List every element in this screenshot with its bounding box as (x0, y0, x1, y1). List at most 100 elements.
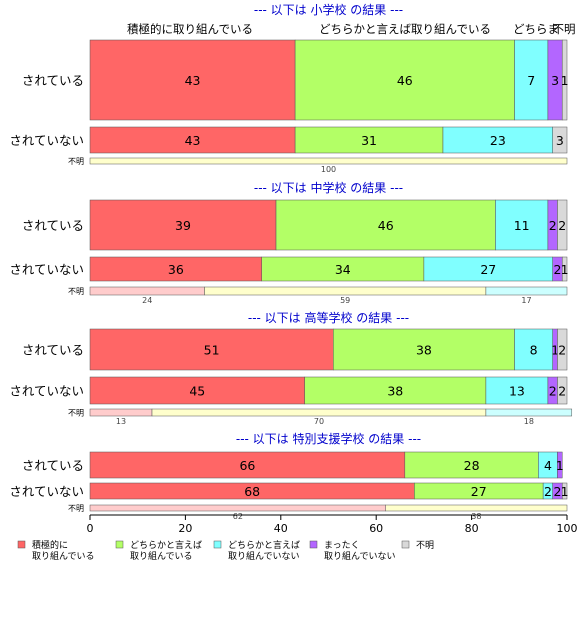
legend-label-3: まったく (324, 540, 360, 551)
bar-segment (495, 199, 549, 251)
bar-segment (294, 39, 515, 121)
bar-segment (557, 328, 568, 371)
panel-title-2: --- 以下は 高等学校 の結果 --- (248, 310, 409, 325)
data-label: 7 (527, 73, 535, 88)
x-tick-label: 20 (178, 522, 192, 535)
data-label: 46 (378, 218, 394, 233)
bar-segment (89, 256, 262, 282)
data-label: 17 (521, 296, 531, 305)
row-label: されている (22, 343, 84, 358)
data-label: 13 (116, 417, 126, 426)
data-label: 2 (549, 384, 557, 399)
legend-label-0: 積極的に (32, 539, 68, 551)
bar-segment (89, 157, 568, 165)
bar-segment (485, 286, 568, 296)
row-label: されている (22, 218, 84, 233)
legend-label-0: 取り組んでいる (32, 550, 95, 562)
data-label: 27 (480, 262, 496, 277)
bar-segment (261, 256, 425, 282)
data-label: 1 (561, 73, 569, 88)
bar-segment (89, 286, 205, 296)
data-label: 62 (233, 512, 243, 521)
data-label: 100 (321, 165, 336, 174)
bar-segment (385, 504, 568, 512)
data-label: 36 (168, 262, 184, 277)
row-label: されていない (9, 262, 84, 277)
bar-segment (404, 451, 539, 479)
data-label: 2 (558, 384, 566, 399)
data-label: 68 (244, 484, 260, 499)
bar-segment (557, 451, 563, 479)
bar-segment (561, 39, 568, 121)
bar-segment (514, 328, 553, 371)
row-label-small: 不明 (68, 409, 84, 418)
data-label: 2 (558, 218, 566, 233)
data-label: 38 (416, 343, 432, 358)
data-label: 43 (185, 73, 201, 88)
data-label: 3 (556, 133, 564, 148)
bar-segment (561, 482, 568, 500)
bar-segment (557, 376, 568, 405)
bar-segment (485, 408, 573, 417)
bar-segment (485, 376, 549, 405)
legend-label-2: 取り組んでいない (228, 550, 300, 562)
data-label: 1 (561, 484, 569, 499)
row-label-small: 不明 (68, 504, 84, 513)
header-label-2: どちらま (513, 22, 559, 36)
data-label: 70 (314, 417, 324, 426)
row-label: されていない (9, 384, 84, 399)
header-label-1: どちらかと言えば取り組んでいる (319, 22, 491, 36)
x-tick-label: 40 (274, 522, 288, 535)
data-label: 2 (544, 484, 552, 499)
bar-segment (89, 376, 305, 405)
row-label: されている (22, 73, 84, 88)
bar-segment (557, 199, 568, 251)
data-label: 2 (553, 484, 561, 499)
bar-segment (89, 451, 406, 479)
data-label: 11 (514, 218, 530, 233)
bar-segment (552, 126, 568, 154)
data-label: 4 (544, 458, 552, 473)
bar-segment (204, 286, 487, 296)
bar-segment (151, 408, 487, 417)
data-label: 23 (490, 133, 506, 148)
data-label: 3 (551, 73, 559, 88)
data-label: 1 (551, 343, 559, 358)
header-label-3: 不明 (553, 22, 576, 36)
legend-label-4: 不明 (416, 540, 434, 551)
legend-label-3: 取り組んでいない (324, 550, 396, 562)
bar-segment (333, 328, 515, 371)
data-label: 43 (185, 133, 201, 148)
legend-swatch-2 (213, 540, 222, 549)
bar-segment (304, 376, 487, 405)
bar-segment (423, 256, 553, 282)
bar-segment (89, 328, 334, 371)
data-label: 18 (524, 417, 534, 426)
data-label: 45 (189, 384, 205, 399)
bar-segment (89, 504, 386, 512)
bar-segment (275, 199, 496, 251)
data-label: 66 (239, 458, 255, 473)
data-label: 2 (558, 343, 566, 358)
panel-title-1: --- 以下は 中学校 の結果 --- (254, 180, 403, 195)
data-label: 13 (509, 384, 525, 399)
data-label: 38 (387, 384, 403, 399)
row-label-small: 不明 (68, 157, 84, 166)
legend-swatch-1 (115, 540, 124, 549)
data-label: 38 (471, 512, 481, 521)
legend-swatch-3 (309, 540, 318, 549)
data-label: 1 (556, 458, 564, 473)
data-label: 28 (464, 458, 480, 473)
data-label: 8 (530, 343, 538, 358)
data-label: 34 (335, 262, 351, 277)
x-tick-label: 100 (557, 522, 578, 535)
bar-segment (561, 256, 568, 282)
legend-swatch-4 (401, 540, 410, 549)
bar-segment (442, 126, 553, 154)
data-label: 24 (142, 296, 152, 305)
data-label: 46 (397, 73, 413, 88)
data-label: 27 (471, 484, 487, 499)
data-label: 2 (553, 262, 561, 277)
data-label: 2 (549, 218, 557, 233)
